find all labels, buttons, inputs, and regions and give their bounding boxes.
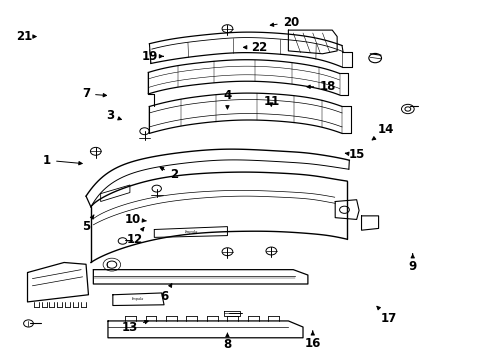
Text: 2: 2 xyxy=(160,167,178,181)
Text: 12: 12 xyxy=(126,228,143,246)
Text: Impala: Impala xyxy=(131,297,143,301)
Text: 16: 16 xyxy=(304,331,320,350)
Text: 10: 10 xyxy=(124,213,146,226)
Text: 19: 19 xyxy=(141,50,163,63)
Text: 17: 17 xyxy=(376,306,396,325)
Text: 18: 18 xyxy=(306,80,335,93)
Text: 1: 1 xyxy=(43,154,82,167)
Text: Impala: Impala xyxy=(184,230,197,234)
Text: 21: 21 xyxy=(16,30,36,43)
Text: 15: 15 xyxy=(345,148,364,161)
Text: 22: 22 xyxy=(243,41,267,54)
Text: 11: 11 xyxy=(263,95,279,108)
Text: 4: 4 xyxy=(223,89,231,109)
Text: 7: 7 xyxy=(82,87,106,100)
Text: 6: 6 xyxy=(160,284,171,303)
Text: 20: 20 xyxy=(270,16,298,29)
Text: 9: 9 xyxy=(408,254,416,273)
Text: 13: 13 xyxy=(122,320,148,333)
Text: 14: 14 xyxy=(371,123,393,140)
Text: 8: 8 xyxy=(223,333,231,351)
Text: 5: 5 xyxy=(81,215,94,233)
Text: 3: 3 xyxy=(106,109,121,122)
